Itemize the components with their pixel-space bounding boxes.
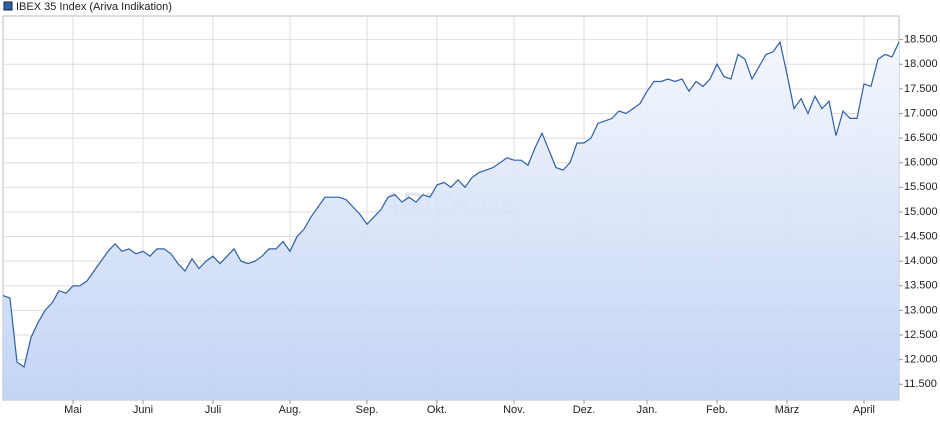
y-tick-label: 16.500 — [904, 132, 938, 144]
x-tick-label: Aug. — [279, 404, 302, 416]
x-tick-label: Sep. — [356, 404, 379, 416]
y-tick-label: 15.000 — [904, 206, 938, 218]
y-tick-label: 14.000 — [904, 255, 938, 267]
x-tick-label: Juli — [205, 404, 222, 416]
y-tick-label: 13.000 — [904, 304, 938, 316]
legend-swatch — [3, 1, 13, 11]
y-tick-label: 12.000 — [904, 354, 938, 366]
x-tick-label: Juni — [133, 404, 153, 416]
area-fill — [3, 42, 899, 400]
price-line — [2, 40, 900, 368]
y-tick-label: 11.500 — [904, 378, 937, 390]
y-tick-label: 18.500 — [904, 34, 938, 46]
x-tick-label: April — [853, 404, 875, 416]
y-tick-label: 15.500 — [904, 181, 938, 193]
x-tick-label: Okt. — [427, 404, 447, 416]
y-tick-label: 17.000 — [904, 107, 938, 119]
x-tick-label: Nov. — [503, 404, 525, 416]
x-tick-label: Feb. — [706, 404, 728, 416]
y-tick-label: 16.000 — [904, 157, 938, 169]
y-tick-label: 14.500 — [904, 230, 938, 242]
y-tick-label: 13.500 — [904, 280, 938, 292]
y-tick-label: 18.000 — [904, 58, 938, 70]
x-tick-label: März — [775, 404, 799, 416]
x-tick-label: Mai — [64, 404, 82, 416]
y-tick-label: 17.500 — [904, 83, 938, 95]
x-tick-label: Dez. — [573, 404, 596, 416]
y-tick-label: 12.500 — [904, 329, 938, 341]
x-tick-label: Jan. — [637, 404, 658, 416]
chart-title: IBEX 35 Index (Ariva Indikation) — [16, 1, 172, 13]
